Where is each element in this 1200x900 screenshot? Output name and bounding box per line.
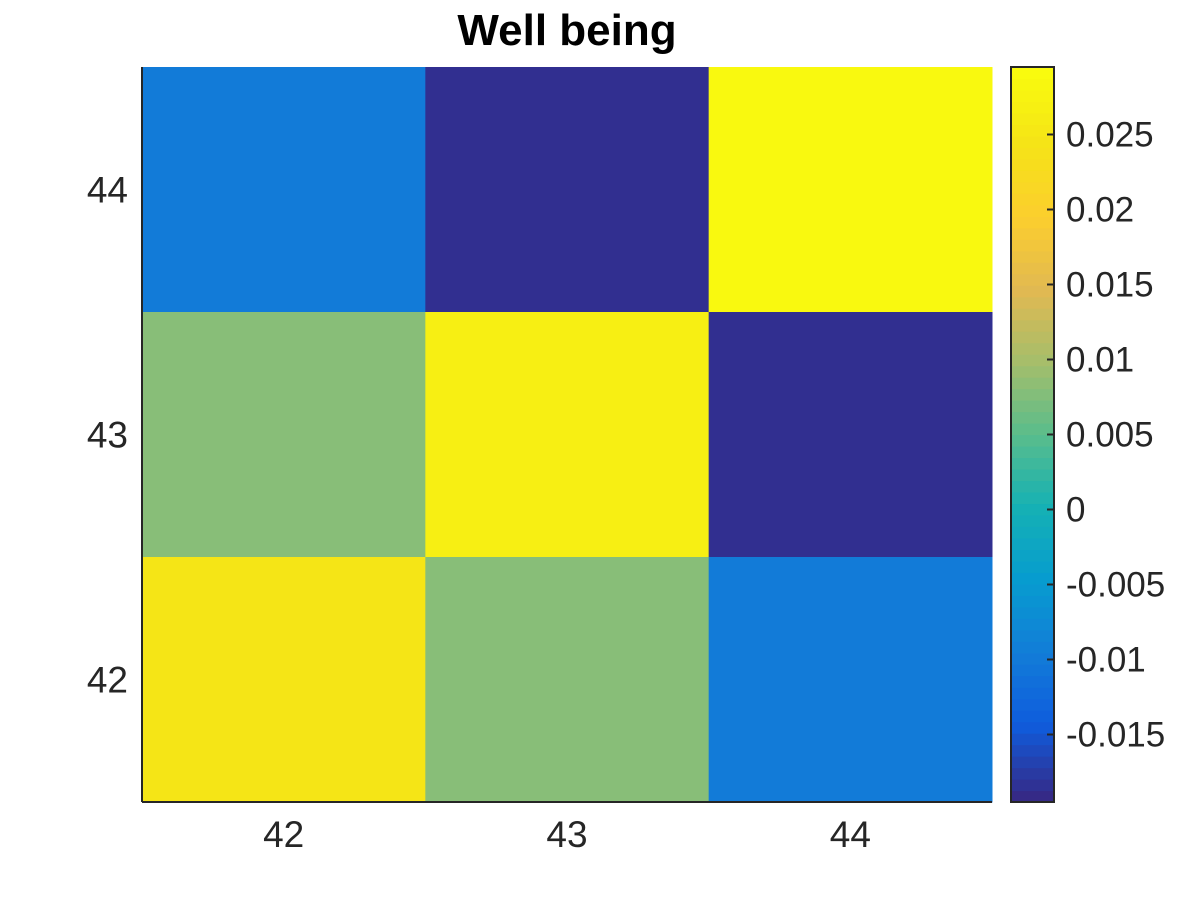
- heatmap-cell: [142, 312, 426, 558]
- colorbar-segment: [1011, 296, 1054, 309]
- y-tick-label: 44: [87, 170, 128, 211]
- colorbar-segment: [1011, 227, 1054, 240]
- colorbar-tick-label: 0.005: [1066, 416, 1154, 455]
- colorbar-segment: [1011, 491, 1054, 505]
- heatmap-cell: [425, 67, 710, 313]
- colorbar-segment: [1011, 158, 1054, 171]
- colorbar-segment: [1011, 744, 1054, 757]
- colorbar-tick-label: 0.025: [1066, 116, 1154, 155]
- heatmap-cell: [425, 312, 710, 558]
- colorbar-segment: [1011, 457, 1054, 470]
- colorbar-tick-label: 0.01: [1066, 341, 1134, 380]
- colorbar-segment: [1011, 687, 1054, 700]
- colorbar-segment: [1011, 342, 1054, 355]
- colorbar-segment: [1011, 583, 1054, 596]
- colorbar-segment: [1011, 124, 1054, 137]
- colorbar-segment: [1011, 641, 1054, 654]
- colorbar-segment: [1011, 67, 1054, 80]
- colorbar-tick-label: -0.01: [1066, 641, 1146, 680]
- heatmap-cell: [708, 312, 993, 558]
- colorbar-tick-label: 0.02: [1066, 191, 1134, 230]
- colorbar-segment: [1011, 434, 1054, 447]
- colorbar-segment: [1011, 250, 1054, 263]
- colorbar-segment: [1011, 411, 1054, 424]
- colorbar-segment: [1011, 239, 1054, 252]
- colorbar-segment: [1011, 560, 1054, 573]
- heatmap-cells: [141, 67, 993, 803]
- x-axis: 42 43 44: [263, 814, 871, 855]
- colorbar-segment: [1011, 595, 1054, 608]
- heatmap-cell: [425, 557, 710, 803]
- x-tick-label: 44: [830, 814, 871, 855]
- colorbar-segment: [1011, 537, 1054, 550]
- x-tick-label: 43: [546, 814, 587, 855]
- colorbar-segment: [1011, 147, 1054, 160]
- colorbar-segment: [1011, 101, 1054, 114]
- colorbar-segment: [1011, 216, 1054, 229]
- colorbar-segment: [1011, 365, 1054, 378]
- colorbar-segment: [1011, 503, 1054, 516]
- colorbar-segment: [1011, 549, 1054, 562]
- colorbar: -0.015 -0.01 -0.005 0 0.005 0.01 0.015 0.02 0.02…: [1010, 66, 1165, 803]
- colorbar-tick-label: -0.005: [1066, 566, 1165, 605]
- y-axis: 44 43 42: [87, 170, 128, 701]
- colorbar-segment: [1011, 779, 1054, 792]
- x-tick-label: 42: [263, 814, 304, 855]
- colorbar-segment: [1011, 698, 1054, 711]
- colorbar-segment: [1011, 193, 1054, 206]
- colorbar-segment: [1011, 445, 1054, 459]
- y-tick-label: 42: [87, 660, 128, 701]
- y-tick-label: 43: [87, 415, 128, 456]
- colorbar-segment: [1011, 135, 1054, 148]
- colorbar-segment: [1011, 629, 1054, 642]
- colorbar-segment: [1011, 112, 1054, 126]
- colorbar-segment: [1011, 710, 1054, 723]
- colorbar-segment: [1011, 480, 1054, 493]
- heatmap-cell: [142, 557, 426, 803]
- colorbar-segment: [1011, 319, 1054, 332]
- heatmap-cell: [708, 557, 993, 803]
- colorbar-segment: [1011, 89, 1054, 103]
- colorbar-segment: [1011, 377, 1054, 390]
- colorbar-segment: [1011, 606, 1054, 619]
- colorbar-segment: [1011, 273, 1054, 286]
- colorbar-segment: [1011, 572, 1054, 585]
- colorbar-segment: [1011, 756, 1054, 769]
- colorbar-segment: [1011, 468, 1054, 482]
- colorbar-segment: [1011, 204, 1054, 217]
- heatmap-cell: [708, 67, 993, 313]
- colorbar-segment: [1011, 664, 1054, 677]
- colorbar-segment: [1011, 308, 1054, 321]
- colorbar-segment: [1011, 423, 1054, 436]
- colorbar-segment: [1011, 514, 1054, 527]
- colorbar-tick-label: 0.015: [1066, 266, 1154, 305]
- colorbar-segment: [1011, 331, 1054, 344]
- colorbar-segment: [1011, 526, 1054, 539]
- colorbar-segment: [1011, 388, 1054, 401]
- colorbar-segment: [1011, 400, 1054, 413]
- colorbar-tick-label: -0.015: [1066, 716, 1165, 755]
- colorbar-segment: [1011, 618, 1054, 631]
- colorbar-segment: [1011, 181, 1054, 194]
- colorbar-segment: [1011, 285, 1054, 298]
- colorbar-segment: [1011, 721, 1054, 734]
- colorbar-segment: [1011, 767, 1054, 780]
- colorbar-segment: [1011, 170, 1054, 183]
- colorbar-segment: [1011, 790, 1054, 803]
- colorbar-segment: [1011, 652, 1054, 665]
- colorbar-segment: [1011, 354, 1054, 367]
- chart-title: Well being: [457, 6, 676, 55]
- colorbar-tick-label: 0: [1066, 491, 1085, 530]
- colorbar-segment: [1011, 675, 1054, 688]
- colorbar-segment: [1011, 733, 1054, 746]
- heatmap-cell: [142, 67, 426, 313]
- colorbar-segment: [1011, 262, 1054, 275]
- colorbar-segment: [1011, 78, 1054, 91]
